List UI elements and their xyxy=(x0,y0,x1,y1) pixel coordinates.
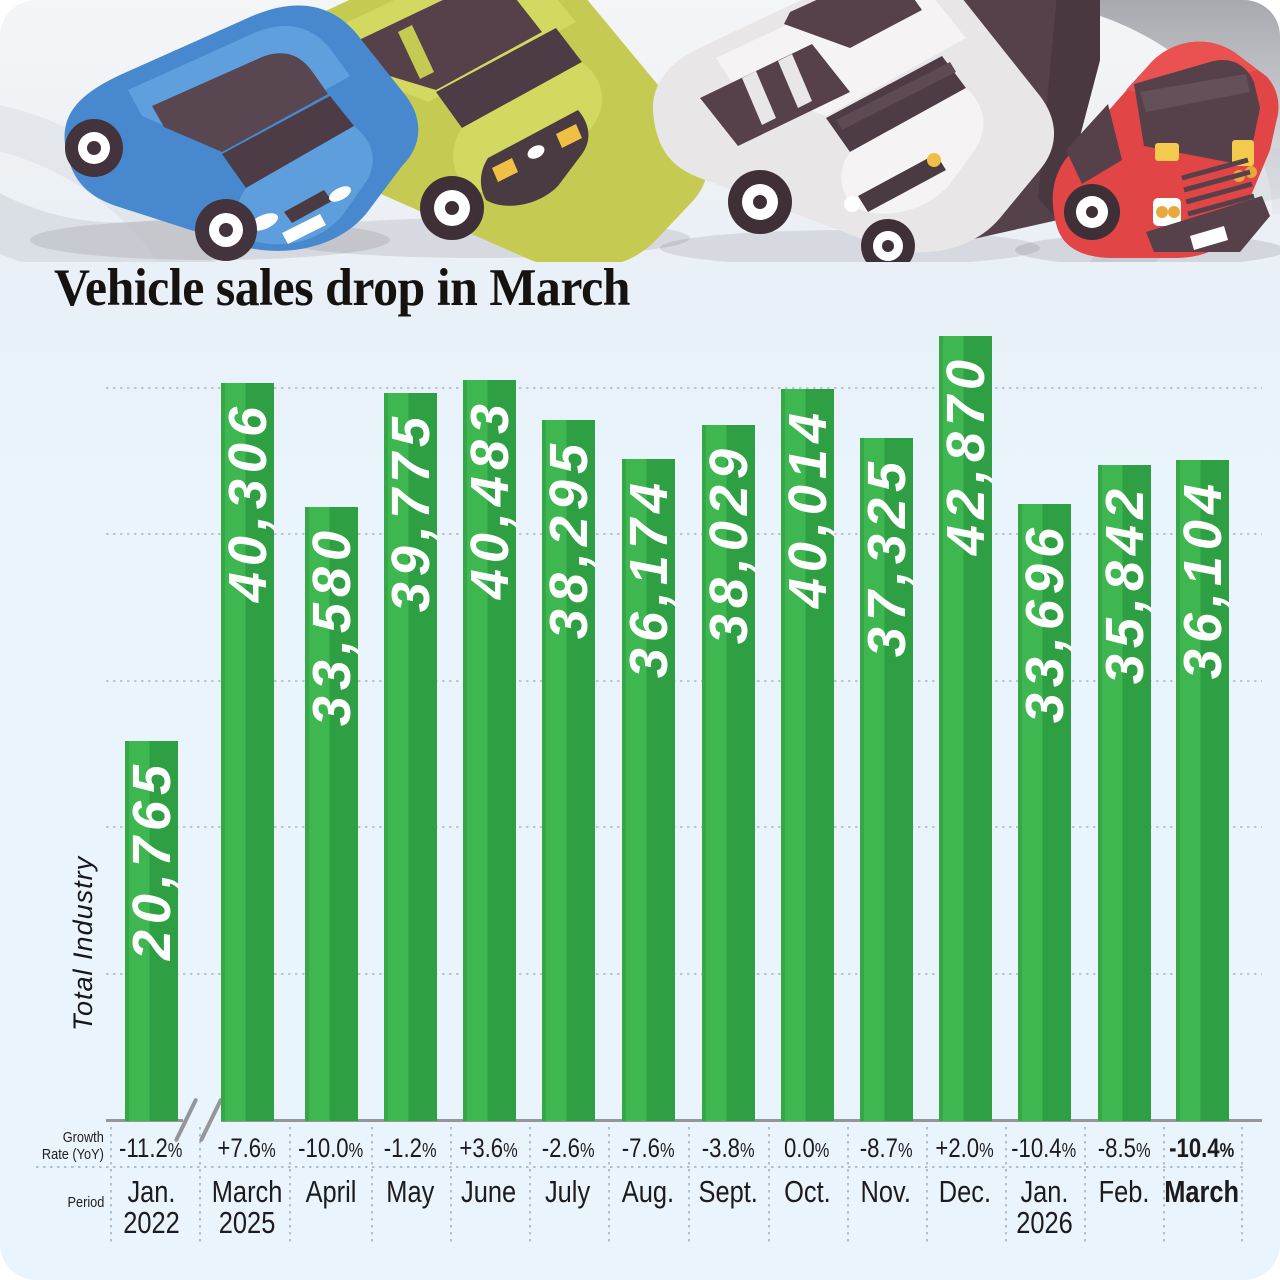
growth-rate-value: +7.6% xyxy=(217,1133,277,1163)
period-row-label: Period xyxy=(67,1194,104,1211)
growth-rate-value: +2.0% xyxy=(935,1133,995,1163)
period-label: May xyxy=(385,1174,435,1209)
column-separator xyxy=(1084,1127,1086,1245)
bar-value-label: 37,325 xyxy=(856,456,917,658)
growth-rate-value: 0.0% xyxy=(784,1133,830,1163)
bar: 36,104 xyxy=(1172,460,1233,1121)
column-separator xyxy=(1241,1127,1243,1245)
gridline xyxy=(106,533,1262,535)
period-label: Jan. 2026 xyxy=(1015,1174,1073,1240)
period-label: March 2025 xyxy=(211,1174,283,1240)
growth-rate-value: -8.7% xyxy=(859,1133,913,1163)
column-separator xyxy=(768,1127,770,1245)
growth-rate-value: -3.8% xyxy=(701,1133,755,1163)
period-label: Sept. xyxy=(698,1174,758,1209)
y-axis-label: Total Industry xyxy=(68,855,98,1031)
column-separator xyxy=(608,1127,610,1245)
bar: 38,295 xyxy=(538,420,599,1121)
column-separator xyxy=(289,1127,291,1245)
period-label: March xyxy=(1164,1174,1240,1209)
column-separator xyxy=(450,1127,452,1245)
bar-value-label: 38,295 xyxy=(538,438,599,640)
column-separator xyxy=(529,1127,531,1245)
bar: 42,870 xyxy=(935,336,996,1121)
growth-rate-value: -10.4% xyxy=(1169,1133,1235,1163)
growth-rate-value: -10.0% xyxy=(298,1133,364,1163)
vehicles-illustration xyxy=(0,0,1280,262)
white-van-illustration xyxy=(653,0,1054,262)
column-separator xyxy=(1005,1127,1007,1245)
bar-value-label: 39,775 xyxy=(380,411,441,613)
blue-sedan-illustration xyxy=(30,5,419,261)
bar-value-label: 40,306 xyxy=(217,401,278,603)
red-truck-cab-illustration xyxy=(1015,41,1280,262)
bar: 35,842 xyxy=(1094,465,1155,1121)
bar-value-label: 35,842 xyxy=(1094,483,1155,685)
period-label: Oct. xyxy=(783,1174,831,1209)
bar: 33,580 xyxy=(301,507,362,1121)
bar-value-label: 33,696 xyxy=(1014,522,1075,724)
column-separator xyxy=(199,1127,201,1245)
bar-value-label: 36,174 xyxy=(618,477,679,679)
olive-wagon-illustration xyxy=(248,0,708,262)
gridline xyxy=(106,973,1262,975)
chart-title: Vehicle sales drop in March xyxy=(54,259,630,317)
bar: 40,306 xyxy=(217,383,278,1121)
period-label: Dec. xyxy=(938,1174,992,1209)
period-label: Jan. 2022 xyxy=(122,1174,180,1240)
growth-rate-value: -1.2% xyxy=(383,1133,437,1163)
gridline xyxy=(106,680,1262,682)
bar: 40,014 xyxy=(777,389,838,1121)
white-van-wheels xyxy=(728,170,915,262)
bar: 39,775 xyxy=(380,393,441,1121)
red-truck-wheel xyxy=(1064,184,1120,240)
column-separator xyxy=(926,1127,928,1245)
growth-rate-row-label: Growth Rate (YoY) xyxy=(0,1129,104,1163)
bar-value-label: 33,580 xyxy=(301,525,362,727)
bar: 38,029 xyxy=(698,425,759,1121)
period-label: July xyxy=(545,1174,591,1209)
growth-rate-value: -8.5% xyxy=(1097,1133,1151,1163)
period-label: Feb. xyxy=(1098,1174,1150,1209)
bar: 33,696 xyxy=(1014,504,1075,1121)
column-separator xyxy=(110,1127,112,1245)
growth-row-label-line2: Rate (YoY) xyxy=(42,1146,104,1163)
column-separator xyxy=(371,1127,373,1245)
growth-rate-value: +3.6% xyxy=(459,1133,519,1163)
growth-rate-value: -2.6% xyxy=(541,1133,595,1163)
bar-value-label: 40,483 xyxy=(459,398,520,600)
period-label: Nov. xyxy=(860,1174,912,1209)
gridline xyxy=(106,387,1262,389)
gridline xyxy=(106,826,1262,828)
growth-row-label-line1: Growth xyxy=(62,1129,104,1146)
bar: 37,325 xyxy=(856,438,917,1121)
bar-value-label: 40,014 xyxy=(777,407,838,609)
row-divider xyxy=(36,1166,1244,1168)
bar: 20,765 xyxy=(121,741,182,1121)
period-label: April xyxy=(305,1174,357,1209)
bar-value-label: 42,870 xyxy=(935,354,996,556)
bar-value-label: 36,104 xyxy=(1172,478,1233,680)
column-separator xyxy=(847,1127,849,1245)
growth-rate-value: -7.6% xyxy=(621,1133,675,1163)
column-separator xyxy=(688,1127,690,1245)
bar: 36,174 xyxy=(618,459,679,1121)
growth-rate-value: -11.2% xyxy=(119,1133,183,1163)
column-separator xyxy=(1163,1127,1165,1245)
bar-value-label: 20,765 xyxy=(121,759,182,961)
bar: 40,483 xyxy=(459,380,520,1121)
blue-sedan-wheels xyxy=(65,119,257,261)
period-label: June xyxy=(461,1174,517,1209)
growth-rate-value: -10.4% xyxy=(1011,1133,1077,1163)
period-label: Aug. xyxy=(621,1174,675,1209)
bar-value-label: 38,029 xyxy=(698,443,759,645)
